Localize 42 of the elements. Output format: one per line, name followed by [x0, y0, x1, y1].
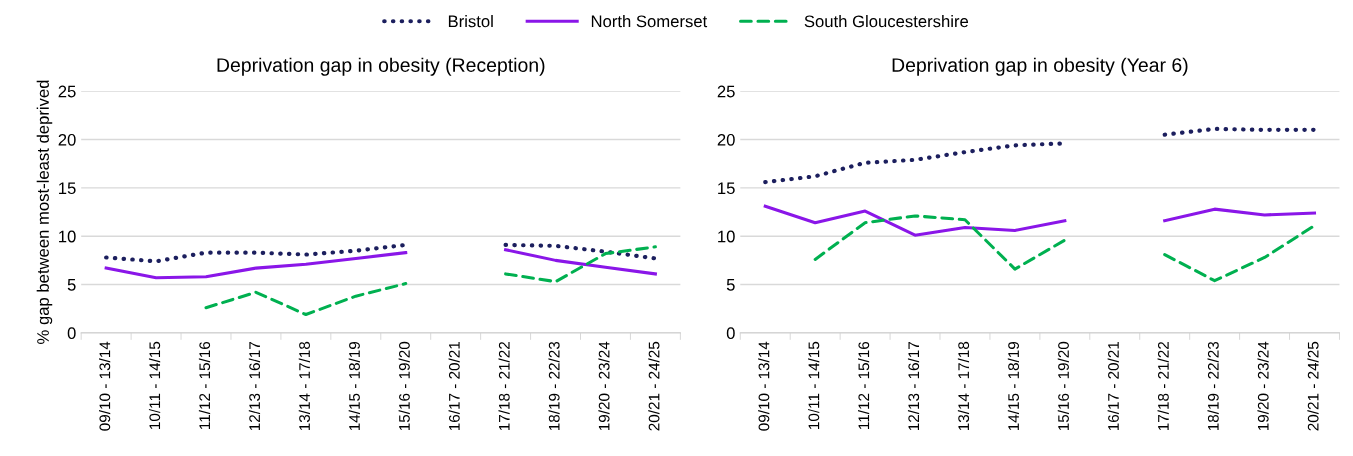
x-tick-label: 20/21 - 24/25 [1307, 341, 1319, 431]
y-tick-label: 5 [726, 279, 735, 291]
y-tick-label: 10 [59, 230, 76, 243]
x-tick-label: 14/15 - 18/19 [1007, 341, 1020, 431]
x-tick-label: 12/13 - 16/17 [907, 341, 920, 431]
y-tick-label: 20 [717, 133, 735, 146]
x-tick-label: 16/17 - 20/21 [448, 341, 460, 431]
x-tick-label: 14/15 - 18/19 [348, 341, 360, 431]
legend-label: Bristol [448, 15, 493, 28]
x-tick-label: 15/16 - 19/20 [1057, 341, 1069, 431]
x-tick-label: 18/19 - 22/23 [548, 341, 560, 431]
x-tick-label: 17/18 - 21/22 [498, 341, 510, 431]
x-tick-label: 19/20 - 23/24 [1257, 341, 1269, 431]
x-tick-label: 11/12 - 15/16 [857, 341, 870, 429]
x-tick-label: 16/17 - 20/21 [1107, 341, 1119, 431]
legend-label: South Gloucestershire [804, 15, 969, 28]
x-tick-label: 18/19 - 22/23 [1207, 341, 1219, 431]
x-tick-label: 09/10 - 13/14 [99, 341, 111, 431]
y-tick-label: 25 [717, 85, 735, 98]
x-tick-label: 15/16 - 19/20 [398, 341, 410, 431]
chart-title: Deprivation gap in obesity (Reception) [217, 57, 545, 76]
x-tick-label: 13/14 - 17/18 [298, 341, 310, 431]
x-tick-label: 11/12 - 15/16 [198, 341, 211, 429]
x-tick-label: 20/21 - 24/25 [648, 341, 660, 431]
x-tick-label: 09/10 - 13/14 [758, 341, 770, 431]
x-tick-label: 10/11 - 14/15 [148, 341, 161, 429]
y-axis-title: % gap between most-least deprived [36, 80, 53, 344]
y-tick-label: 0 [726, 327, 735, 340]
y-tick-label: 25 [58, 85, 76, 98]
y-tick-label: 10 [718, 230, 735, 243]
y-tick-label: 5 [67, 279, 76, 291]
y-tick-label: 15 [59, 182, 76, 195]
x-tick-label: 17/18 - 21/22 [1157, 341, 1169, 431]
x-tick-label: 13/14 - 17/18 [957, 341, 970, 431]
x-tick-label: 10/11 - 14/15 [808, 341, 820, 429]
y-tick-label: 0 [67, 327, 76, 340]
legend-label: North Somerset [591, 15, 708, 28]
x-tick-label: 12/13 - 16/17 [248, 341, 261, 431]
chart-title: Deprivation gap in obesity (Year 6) [892, 57, 1188, 76]
y-tick-label: 15 [718, 182, 735, 195]
y-tick-label: 20 [58, 133, 76, 146]
x-tick-label: 19/20 - 23/24 [598, 341, 610, 431]
